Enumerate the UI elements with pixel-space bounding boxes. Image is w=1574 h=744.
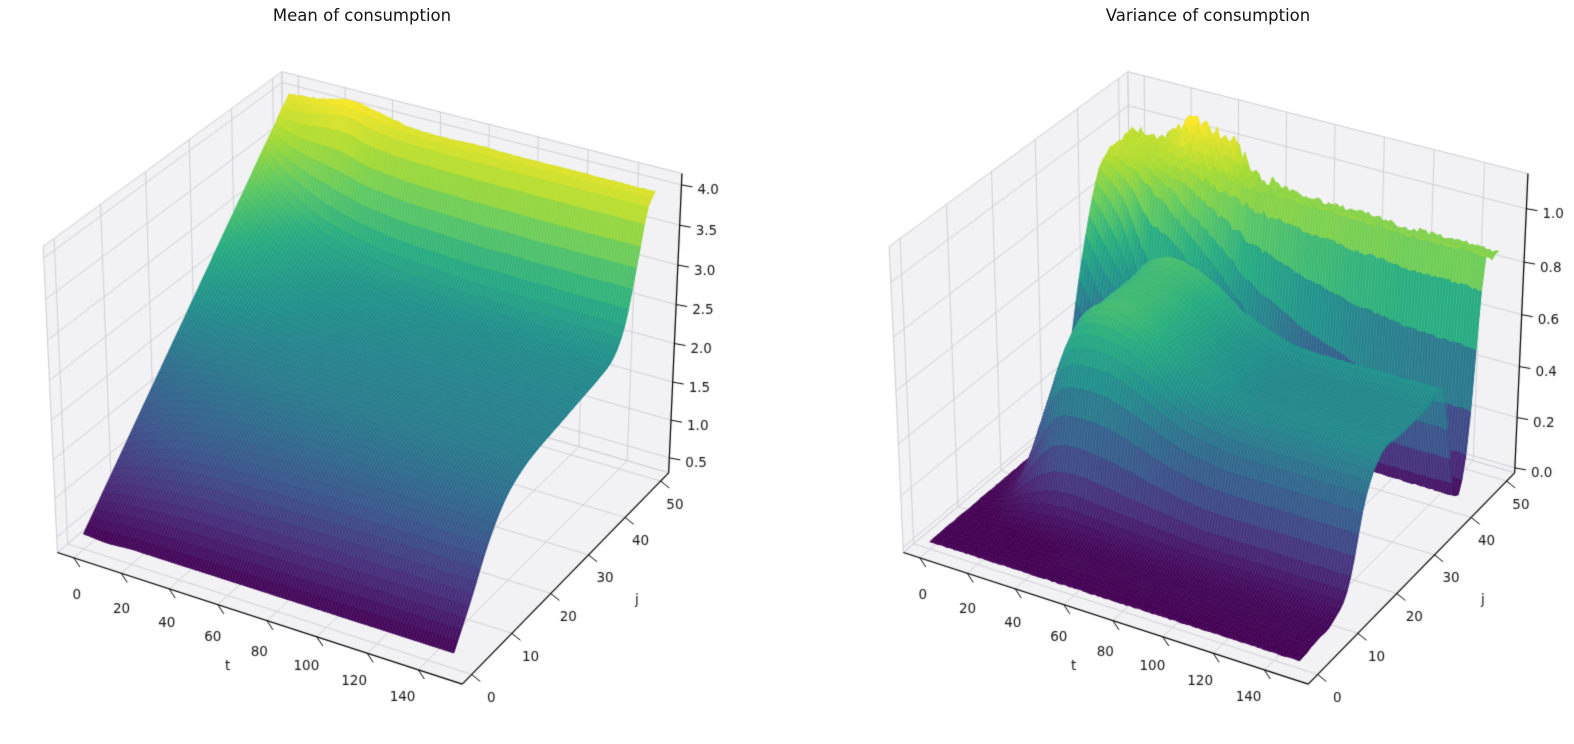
mean-plot-title: Mean of consumption (272, 6, 452, 25)
variance-plot-title: Variance of consumption (1105, 6, 1311, 25)
